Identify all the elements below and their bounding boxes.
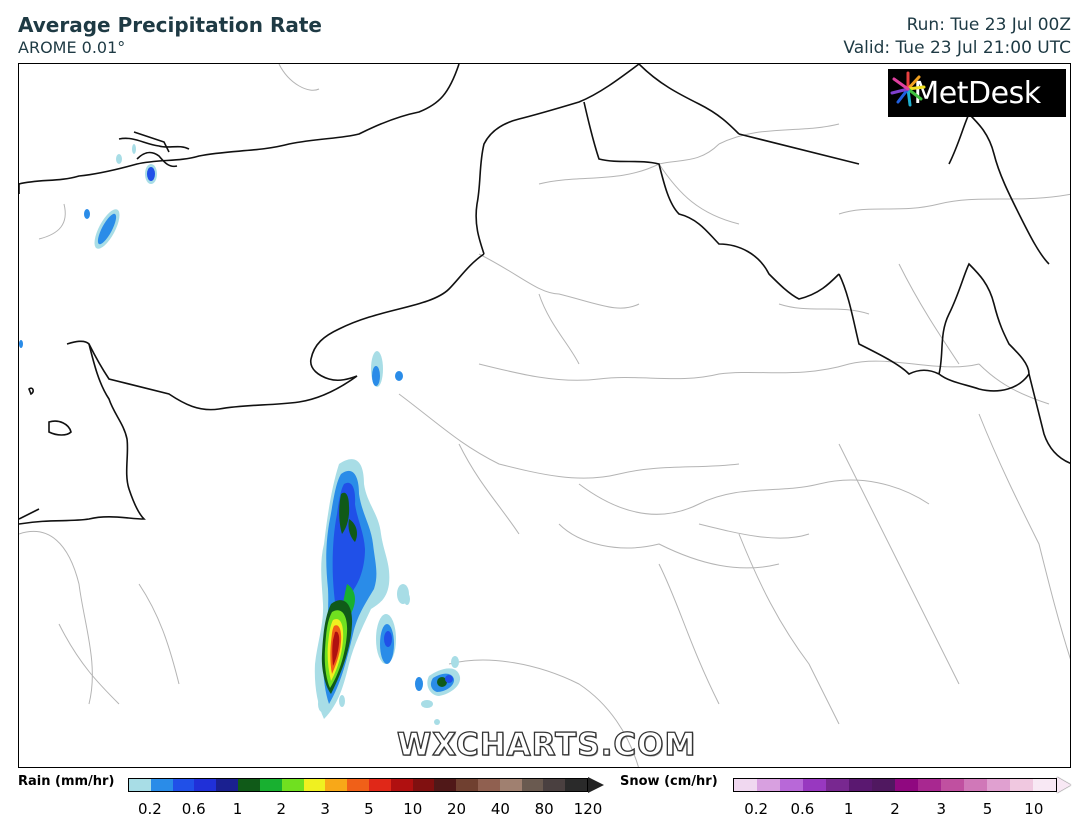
- map-canvas: [19, 64, 1070, 767]
- snow-color-cell: [780, 779, 803, 791]
- rain-tick-label: 0.2: [137, 800, 162, 818]
- rain-color-cell: [499, 779, 522, 791]
- metdesk-logo: MetDesk: [888, 69, 1066, 117]
- snow-tick-label: 10: [1024, 800, 1044, 818]
- rain-tick-label: 5: [364, 800, 374, 818]
- snow-color-cell: [872, 779, 895, 791]
- metdesk-logo-text: MetDesk: [913, 75, 1041, 111]
- snow-color-cell: [964, 779, 987, 791]
- rain-tick-label: 80: [534, 800, 554, 818]
- coastline-layer: [19, 64, 1070, 525]
- rain-tick-label: 2: [276, 800, 287, 818]
- valid-time: Valid: Tue 23 Jul 21:00 UTC: [843, 38, 1071, 58]
- rain-scale-arrow: [588, 777, 604, 793]
- rain-tick-label: 1: [232, 800, 243, 818]
- rain-tick-label: 40: [490, 800, 510, 818]
- rain-tick-label: 10: [403, 800, 423, 818]
- rain-color-cell: [543, 779, 566, 791]
- rain-tick-label: 120: [573, 800, 603, 818]
- rain-color-cell: [325, 779, 348, 791]
- rain-color-cell: [390, 779, 413, 791]
- rain-color-scale: [128, 778, 588, 792]
- rain-color-cell: [412, 779, 435, 791]
- rain-tick-label: 3: [320, 800, 330, 818]
- rain-legend-label: Rain (mm/hr): [18, 774, 115, 789]
- snow-color-cell: [849, 779, 872, 791]
- snow-color-cell: [895, 779, 918, 791]
- snow-tick-label: 0.2: [744, 800, 769, 818]
- precipitation-map[interactable]: MetDesk WXCHARTS.COM: [18, 63, 1071, 768]
- snow-color-cell: [734, 779, 757, 791]
- rain-color-cell: [565, 779, 588, 791]
- rain-tick-label: 0.6: [181, 800, 206, 818]
- snow-tick-label: 5: [982, 800, 993, 818]
- model-name: AROME 0.01°: [18, 38, 126, 57]
- snow-tick-label: 0.6: [790, 800, 815, 818]
- snow-tick-label: 2: [890, 800, 900, 818]
- rain-color-cell: [456, 779, 478, 791]
- rain-color-cell: [434, 779, 457, 791]
- snow-color-cell: [1033, 779, 1056, 791]
- snow-color-cell: [826, 779, 849, 791]
- snow-color-cell: [987, 779, 1010, 791]
- starburst-logo-icon: [890, 71, 926, 107]
- rain-color-cell: [478, 779, 500, 791]
- snow-color-cell: [941, 779, 964, 791]
- snow-color-cell: [757, 779, 780, 791]
- snow-scale-arrow: [1057, 777, 1071, 793]
- snow-color-cell: [1010, 779, 1033, 791]
- rain-color-cell: [150, 779, 173, 791]
- rain-tick-label: 20: [447, 800, 467, 818]
- rain-color-cell: [129, 779, 151, 791]
- rain-color-cell: [194, 779, 217, 791]
- rain-color-cell: [216, 779, 239, 791]
- wxcharts-watermark: WXCHARTS.COM: [396, 726, 697, 763]
- rain-color-cell: [259, 779, 282, 791]
- rain-color-cell: [521, 779, 544, 791]
- snow-tick-label: 1: [843, 800, 854, 818]
- snow-color-cell: [918, 779, 941, 791]
- snow-color-scale: [733, 778, 1057, 792]
- run-time: Run: Tue 23 Jul 00Z: [906, 15, 1071, 35]
- rivers-layer: [19, 64, 1070, 767]
- chart-title: Average Precipitation Rate: [18, 13, 322, 37]
- snow-color-cell: [803, 779, 826, 791]
- rain-color-cell: [281, 779, 304, 791]
- rain-color-cell: [172, 779, 195, 791]
- snow-tick-label: 3: [936, 800, 947, 818]
- precipitation-layer: [19, 144, 461, 725]
- rain-color-cell: [238, 779, 260, 791]
- rain-color-cell: [303, 779, 326, 791]
- rain-color-cell: [347, 779, 369, 791]
- snow-legend-label: Snow (cm/hr): [620, 774, 718, 789]
- rain-color-cell: [368, 779, 391, 791]
